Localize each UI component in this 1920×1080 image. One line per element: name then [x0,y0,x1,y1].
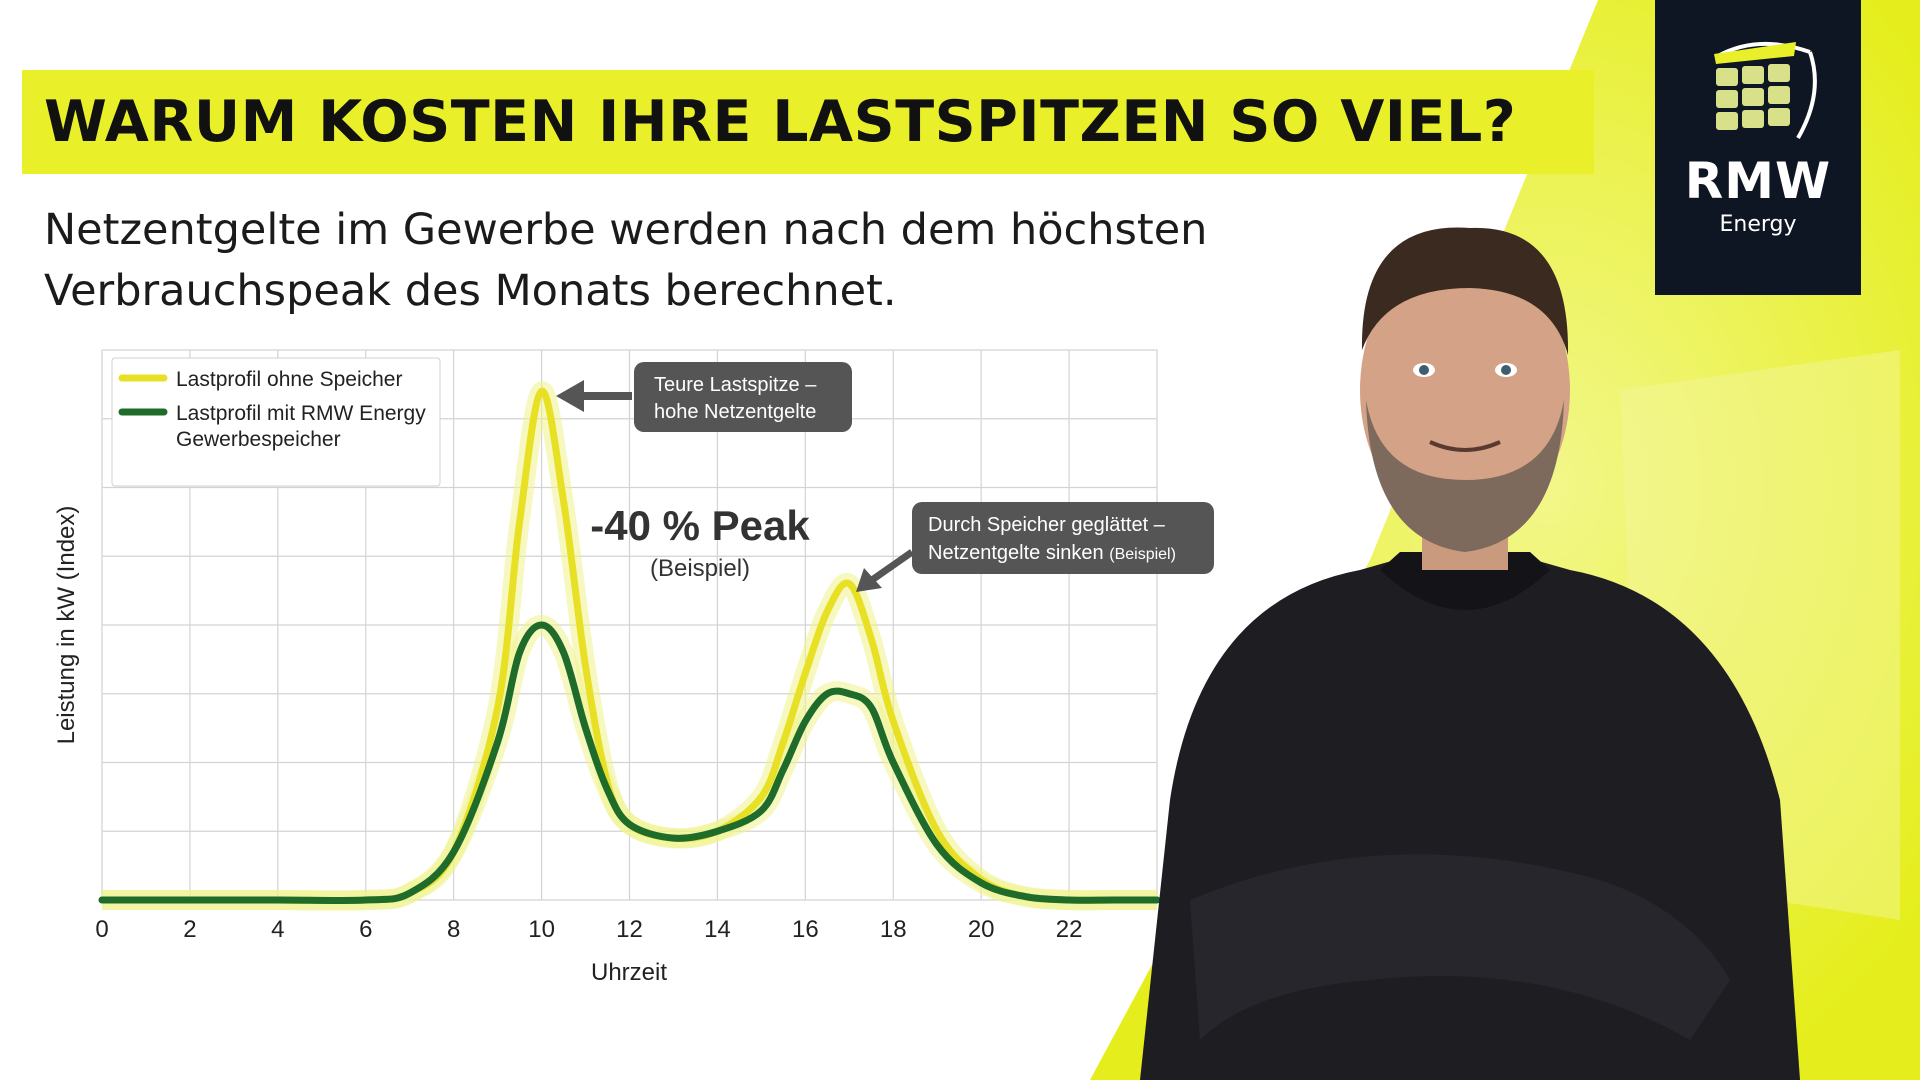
solar-panel-icon [1714,42,1817,140]
series-layer [98,381,1161,911]
x-tick-label: 8 [447,916,460,943]
headline: WARUM KOSTEN IHRE LASTSPITZEN SO VIEL? [44,89,1517,155]
presenter-photo [1140,227,1800,1080]
logo-tagline: Energy [1719,212,1797,237]
callout-high-peak-box [634,362,852,432]
legend-label-with: Lastprofil mit RMW Energy Gewerbespeiche… [176,402,432,451]
brand-logo: RMW Energy [1655,0,1861,295]
x-tick-label: 18 [880,916,907,943]
peak-reduction-note: (Beispiel) [650,555,750,582]
callout-smoothed-box [912,502,1214,574]
subheadline-line-2: Verbrauchspeak des Monats berechnet. [44,266,897,316]
x-tick-label: 12 [616,916,643,943]
callout-high-peak-line-2: hohe Netzentgelte [654,401,816,423]
subheadline-line-1: Netzentgelte im Gewerbe werden nach dem … [44,205,1208,255]
x-tick-label: 2 [183,916,196,943]
load-profile-chart: Lastprofil ohne Speicher Lastprofil mit … [53,349,1214,986]
subheadline: Netzentgelte im Gewerbe werden nach dem … [44,200,1424,322]
series-line-with-storage [98,621,1161,905]
y-axis-title: Leistung in kW (Index) [53,506,80,745]
x-tick-label: 4 [271,916,284,943]
legend: Lastprofil ohne Speicher Lastprofil mit … [111,357,441,487]
peak-reduction-label: -40 % Peak [590,502,810,549]
x-tick-label: 0 [95,916,108,943]
callout-high-peak: Teure Lastspitze – hohe Netzentgelte [556,362,852,432]
legend-box [111,357,441,487]
x-tick-label: 16 [792,916,819,943]
arrow-left-icon [556,380,584,412]
callout-smoothed-line-2: Netzentgelte sinken (Beispiel) [928,542,1176,564]
x-tick-label: 6 [359,916,372,943]
callout-smoothed: Durch Speicher geglättet – Netzentgelte … [856,502,1214,592]
logo-name: RMW [1684,152,1832,210]
legend-label-without: Lastprofil ohne Speicher [176,368,402,391]
x-tick-label: 20 [968,916,995,943]
x-axis-title: Uhrzeit [591,959,667,986]
callout-smoothed-arrow-shaft [869,549,915,583]
x-tick-label: 14 [704,916,731,943]
arrow-down-left-icon [856,568,882,592]
callout-high-peak-line-1: Teure Lastspitze – [654,374,817,396]
x-tick-labels: 0 2 4 6 8 10 12 14 16 18 20 22 [95,916,1082,943]
headline-bar: WARUM KOSTEN IHRE LASTSPITZEN SO VIEL? [22,70,1594,174]
x-tick-label: 22 [1056,916,1083,943]
x-tick-label: 10 [528,916,555,943]
callout-smoothed-line-1: Durch Speicher geglättet – [928,514,1166,536]
